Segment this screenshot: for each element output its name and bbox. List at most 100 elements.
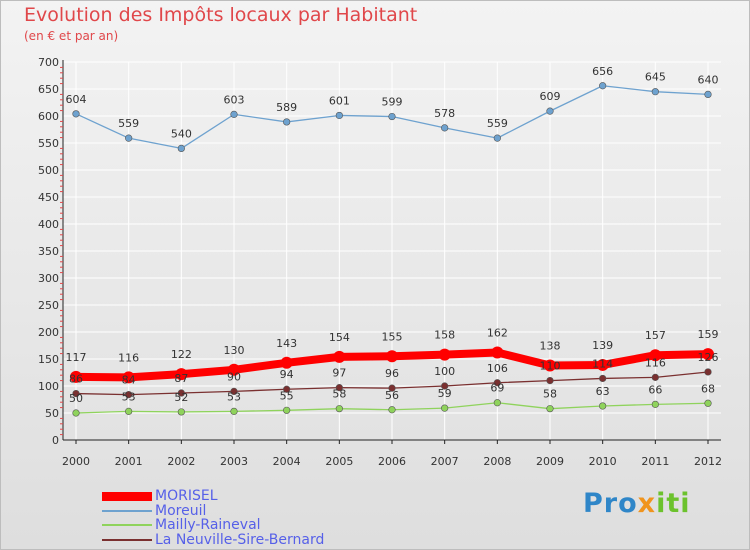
y-tick-label: 250: [38, 299, 59, 312]
data-label: 656: [592, 65, 613, 78]
y-tick-label: 100: [38, 380, 59, 393]
data-label: 84: [122, 374, 136, 387]
y-tick-label: 500: [38, 164, 59, 177]
data-label: 110: [540, 360, 561, 373]
data-label: 59: [438, 387, 452, 400]
data-point: [546, 107, 554, 115]
legend-swatch: [102, 492, 152, 501]
data-label: 100: [434, 365, 455, 378]
data-label: 116: [645, 356, 666, 369]
data-label: 87: [174, 372, 188, 385]
x-tick-label: 2008: [483, 455, 511, 468]
data-point: [544, 359, 556, 372]
data-point: [335, 405, 343, 413]
data-point: [283, 406, 291, 414]
legend-swatch: [102, 524, 152, 526]
data-label: 50: [69, 392, 83, 405]
data-label: 645: [645, 71, 666, 84]
data-label: 86: [69, 373, 83, 386]
x-tick-label: 2003: [220, 455, 248, 468]
data-label: 138: [540, 339, 561, 352]
data-label: 155: [382, 330, 403, 343]
data-label: 52: [174, 391, 188, 404]
data-point: [599, 402, 607, 410]
data-point: [125, 134, 133, 142]
data-point: [651, 88, 659, 96]
data-point: [388, 112, 396, 121]
y-tick-label: 0: [52, 434, 59, 447]
y-tick-label: 700: [38, 56, 59, 69]
data-label: 69: [490, 382, 504, 395]
data-label: 96: [385, 367, 399, 380]
data-label: 58: [543, 388, 557, 401]
data-label: 559: [487, 117, 508, 130]
data-label: 106: [487, 362, 508, 375]
y-tick-label: 300: [38, 272, 59, 285]
data-label: 116: [118, 351, 139, 364]
data-label: 609: [540, 90, 561, 103]
y-tick-label: 150: [38, 353, 59, 366]
x-tick-label: 2000: [62, 455, 90, 468]
data-point: [704, 90, 712, 98]
data-point: [283, 118, 291, 126]
y-tick-label: 200: [38, 326, 59, 339]
legend-label: Mailly-Raineval: [155, 517, 261, 533]
data-label: 97: [332, 367, 346, 380]
data-label: 143: [276, 337, 297, 350]
data-label: 640: [698, 73, 719, 86]
data-point: [280, 356, 293, 369]
data-point: [438, 348, 451, 361]
data-point: [122, 371, 135, 384]
x-tick-label: 2002: [167, 455, 195, 468]
x-tick-label: 2009: [536, 455, 564, 468]
data-point: [493, 134, 501, 142]
data-label: 58: [332, 388, 346, 401]
y-tick-label: 650: [38, 83, 59, 96]
data-label: 114: [592, 357, 613, 370]
data-label: 117: [66, 351, 87, 364]
data-label: 601: [329, 94, 350, 107]
data-label: 599: [382, 96, 403, 109]
data-label: 159: [698, 328, 719, 341]
data-label: 66: [648, 383, 662, 396]
y-tick-label: 50: [45, 407, 59, 420]
data-point: [651, 373, 659, 381]
data-point: [649, 349, 662, 362]
data-point: [702, 348, 714, 361]
y-tick-label: 600: [38, 110, 59, 123]
legend-label: La Neuville-Sire-Bernard: [155, 532, 325, 548]
data-label: 559: [118, 117, 139, 130]
x-tick-label: 2005: [325, 455, 353, 468]
data-point: [441, 404, 449, 412]
legend-swatch: [102, 539, 152, 541]
data-label: 90: [227, 370, 241, 383]
data-point: [388, 406, 396, 414]
data-point: [491, 346, 504, 359]
data-label: 139: [592, 339, 613, 352]
data-label: 55: [280, 389, 294, 402]
data-point: [70, 370, 82, 383]
data-point: [596, 358, 609, 371]
data-point: [177, 408, 185, 416]
y-tick-label: 450: [38, 191, 59, 204]
data-point: [441, 382, 449, 390]
data-point: [388, 384, 396, 392]
legend-label: Moreuil: [155, 503, 207, 519]
data-label: 589: [276, 101, 297, 114]
data-point: [335, 111, 343, 120]
legend-label: MORISEL: [155, 488, 218, 504]
data-point: [599, 82, 607, 90]
data-label: 162: [487, 327, 508, 340]
data-label: 53: [122, 390, 136, 403]
data-point: [546, 377, 554, 385]
data-point: [72, 110, 80, 118]
data-label: 578: [434, 107, 455, 120]
data-point: [493, 379, 501, 387]
x-tick-label: 2007: [431, 455, 459, 468]
data-point: [125, 407, 133, 415]
x-tick-label: 2011: [641, 455, 669, 468]
data-point: [228, 363, 240, 376]
data-point: [230, 387, 238, 396]
